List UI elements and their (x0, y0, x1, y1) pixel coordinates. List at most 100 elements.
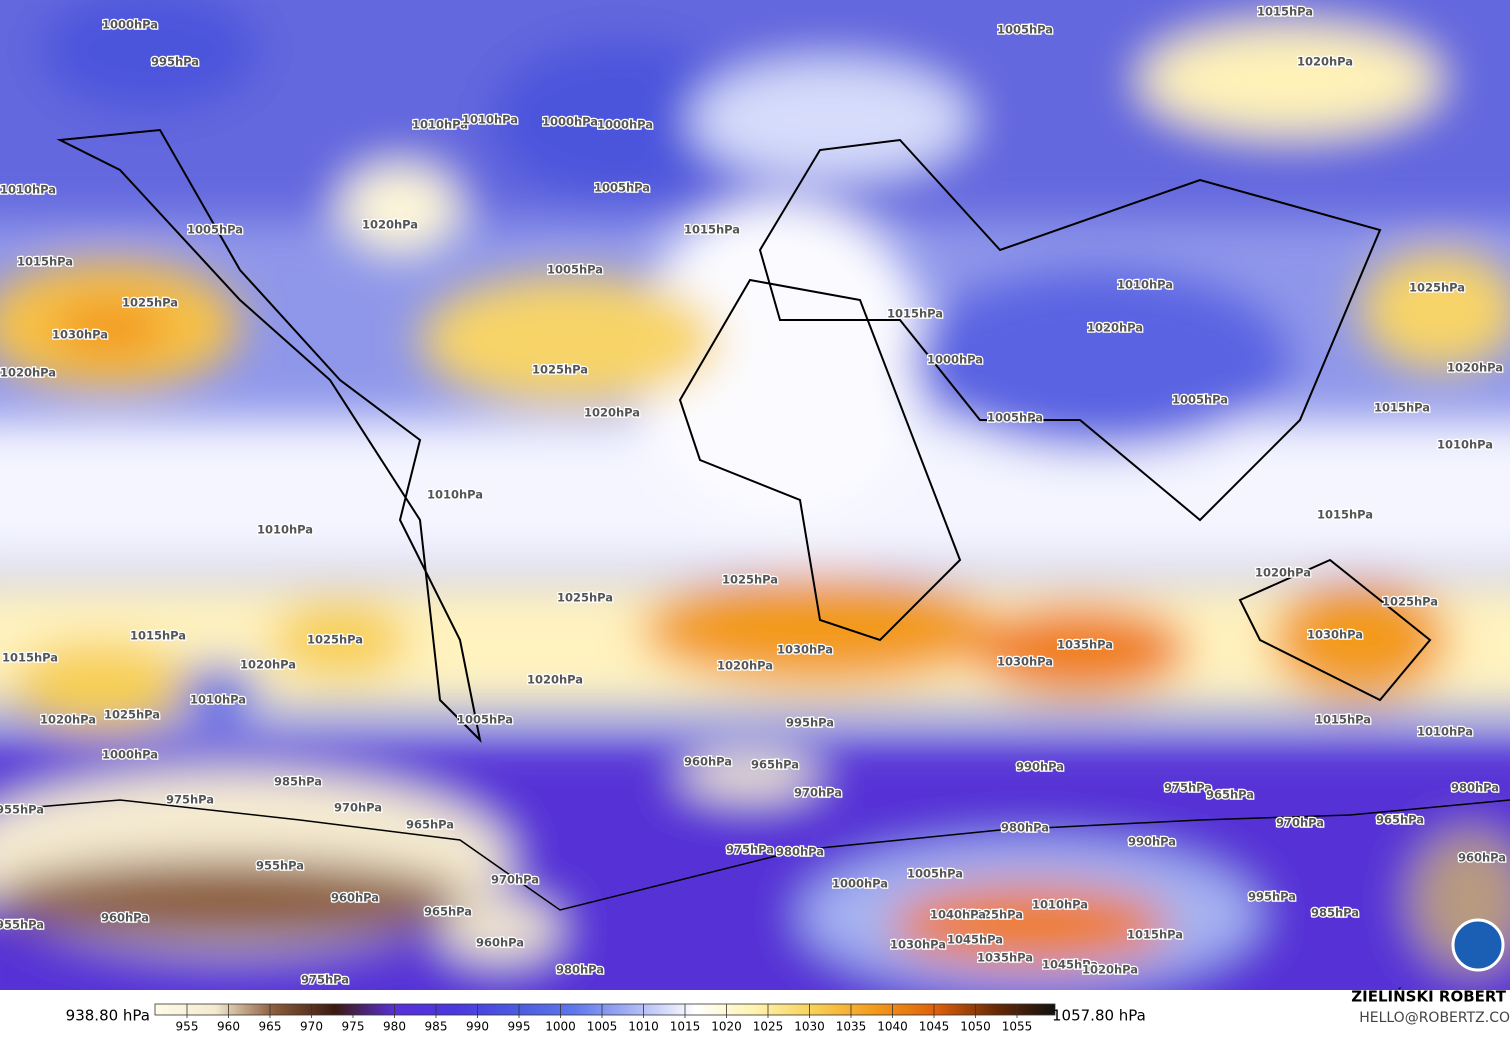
contour-label: 965hPa (751, 758, 799, 772)
contour-label: 980hPa (556, 963, 604, 977)
contour-label: 1015hPa (887, 307, 943, 321)
colorbar-tick-label: 965 (259, 1020, 282, 1034)
colorbar-tick-label: 1045 (919, 1020, 950, 1034)
contour-label: 1020hPa (1447, 361, 1503, 375)
contour-label: 1025hPa (532, 363, 588, 377)
colorbar-min: 938.80 hPa (66, 1007, 150, 1025)
contour-label: 1020hPa (1297, 55, 1353, 69)
contour-label: 1000hPa (102, 18, 158, 32)
coastline (56, 128, 1432, 744)
contour-label: 1035hPa (1057, 638, 1113, 652)
contour-label: 980hPa (776, 845, 824, 859)
contour-label: 995hPa (1248, 890, 1296, 904)
contour-label: 1025hPa (122, 296, 178, 310)
noaa-logo (1451, 918, 1505, 972)
contour-label: 1005hPa (907, 867, 963, 881)
colorbar-tick-label: 1000 (545, 1020, 576, 1034)
contour-label: 960hPa (1458, 851, 1506, 865)
contour-label: 1020hPa (0, 366, 56, 380)
contour-label: 1020hPa (527, 673, 583, 687)
contour-label: 1015hPa (1374, 401, 1430, 415)
contour-label: 965hPa (1376, 813, 1424, 827)
contour-label: 1020hPa (1255, 566, 1311, 580)
contour-label: 1015hPa (2, 651, 58, 665)
contour-label: 1010hPa (1032, 898, 1088, 912)
contour-label: 965hPa (406, 818, 454, 832)
contour-labels: 1000hPa 995hPa 1005hPa 1015hPa 1020hPa 1010hP… (0, 3, 1507, 988)
contour-label: 1030hPa (1307, 628, 1363, 642)
contour-label: 955hPa (0, 918, 44, 932)
contour-label: 965hPa (424, 905, 472, 919)
contour-label: 1030hPa (890, 938, 946, 952)
contour-label: 975hPa (166, 793, 214, 807)
contour-label: 995hPa (151, 55, 199, 69)
contour-label: 1005hPa (987, 411, 1043, 425)
contour-label: 1015hPa (1127, 928, 1183, 942)
contour-label: 1020hPa (584, 406, 640, 420)
contour-label: 1020hPa (717, 659, 773, 673)
colorbar-tick-label: 990 (466, 1020, 489, 1034)
contour-label: 1035hPa (977, 951, 1033, 965)
contour-label: 960hPa (331, 891, 379, 905)
colorbar-tick-label: 985 (425, 1020, 448, 1034)
contour-label: 960hPa (476, 936, 524, 950)
contour-label: 1010hPa (462, 113, 518, 127)
contour-label: 1015hPa (1317, 508, 1373, 522)
contour-label: 1025hPa (557, 591, 613, 605)
contour-label: 1010hPa (190, 693, 246, 707)
contour-label: 1030hPa (997, 655, 1053, 669)
colorbar-tick-label: 1050 (960, 1020, 991, 1034)
contour-label: 1000hPa (927, 353, 983, 367)
contour-label: 1010hPa (412, 118, 468, 132)
contour-label: 1015hPa (130, 629, 186, 643)
contour-label: 1015hPa (1315, 713, 1371, 727)
contour-label: 1015hPa (684, 223, 740, 237)
colorbar-max: 1057.80 hPa (1052, 1007, 1146, 1025)
contour-label: 970hPa (1276, 816, 1324, 830)
contour-label: 1015hPa (17, 255, 73, 269)
contour-label: 1020hPa (1082, 963, 1138, 977)
contour-label: 955hPa (0, 803, 44, 817)
contour-label: 1015hPa (1257, 5, 1313, 19)
contour-label: 1000hPa (542, 115, 598, 129)
contour-label: 1005hPa (457, 713, 513, 727)
contour-label: 975hPa (726, 843, 774, 857)
contour-label: 980hPa (1001, 821, 1049, 835)
contour-label: 1025hPa (722, 573, 778, 587)
contour-label: 960hPa (101, 911, 149, 925)
colorbar-tick-label: 960 (217, 1020, 240, 1034)
contour-label: 1010hPa (1417, 725, 1473, 739)
contour-label: 995hPa (786, 716, 834, 730)
contour-label: 1020hPa (40, 713, 96, 727)
contour-label: 1045hPa (947, 933, 1003, 947)
contour-label: 1010hPa (1437, 438, 1493, 452)
contour-label: 970hPa (491, 873, 539, 887)
credit-email: HELLO@ROBERTZ.CO (1359, 1010, 1510, 1026)
contour-label: 1005hPa (594, 181, 650, 195)
contour-label: 1025hPa (104, 708, 160, 722)
contour-label: 985hPa (1311, 906, 1359, 920)
contour-label: 970hPa (334, 801, 382, 815)
colorbar-tick-label: 1020 (711, 1020, 742, 1034)
contour-label: 960hPa (684, 755, 732, 769)
colorbar-tick-label: 1040 (877, 1020, 908, 1034)
colorbar-tick-label: 1055 (1002, 1020, 1033, 1034)
contour-label: 1005hPa (1172, 393, 1228, 407)
contour-label: 1025hPa (307, 633, 363, 647)
contour-label: 990hPa (1016, 760, 1064, 774)
contour-label: 1020hPa (240, 658, 296, 672)
colorbar-tick-label: 980 (383, 1020, 406, 1034)
contour-label: 1000hPa (102, 748, 158, 762)
colorbar-tick-label: 1030 (794, 1020, 825, 1034)
contour-label: 980hPa (1451, 781, 1499, 795)
colorbar-tick-label: 1010 (628, 1020, 659, 1034)
contour-label: 1025hPa (1409, 281, 1465, 295)
contour-label: 1010hPa (427, 488, 483, 502)
contour-label: 1005hPa (997, 23, 1053, 37)
contour-label: 1020hPa (362, 218, 418, 232)
contour-label: 1005hPa (547, 263, 603, 277)
colorbar-tick-label: 1015 (670, 1020, 701, 1034)
contour-label: 1025hPa (1382, 595, 1438, 609)
